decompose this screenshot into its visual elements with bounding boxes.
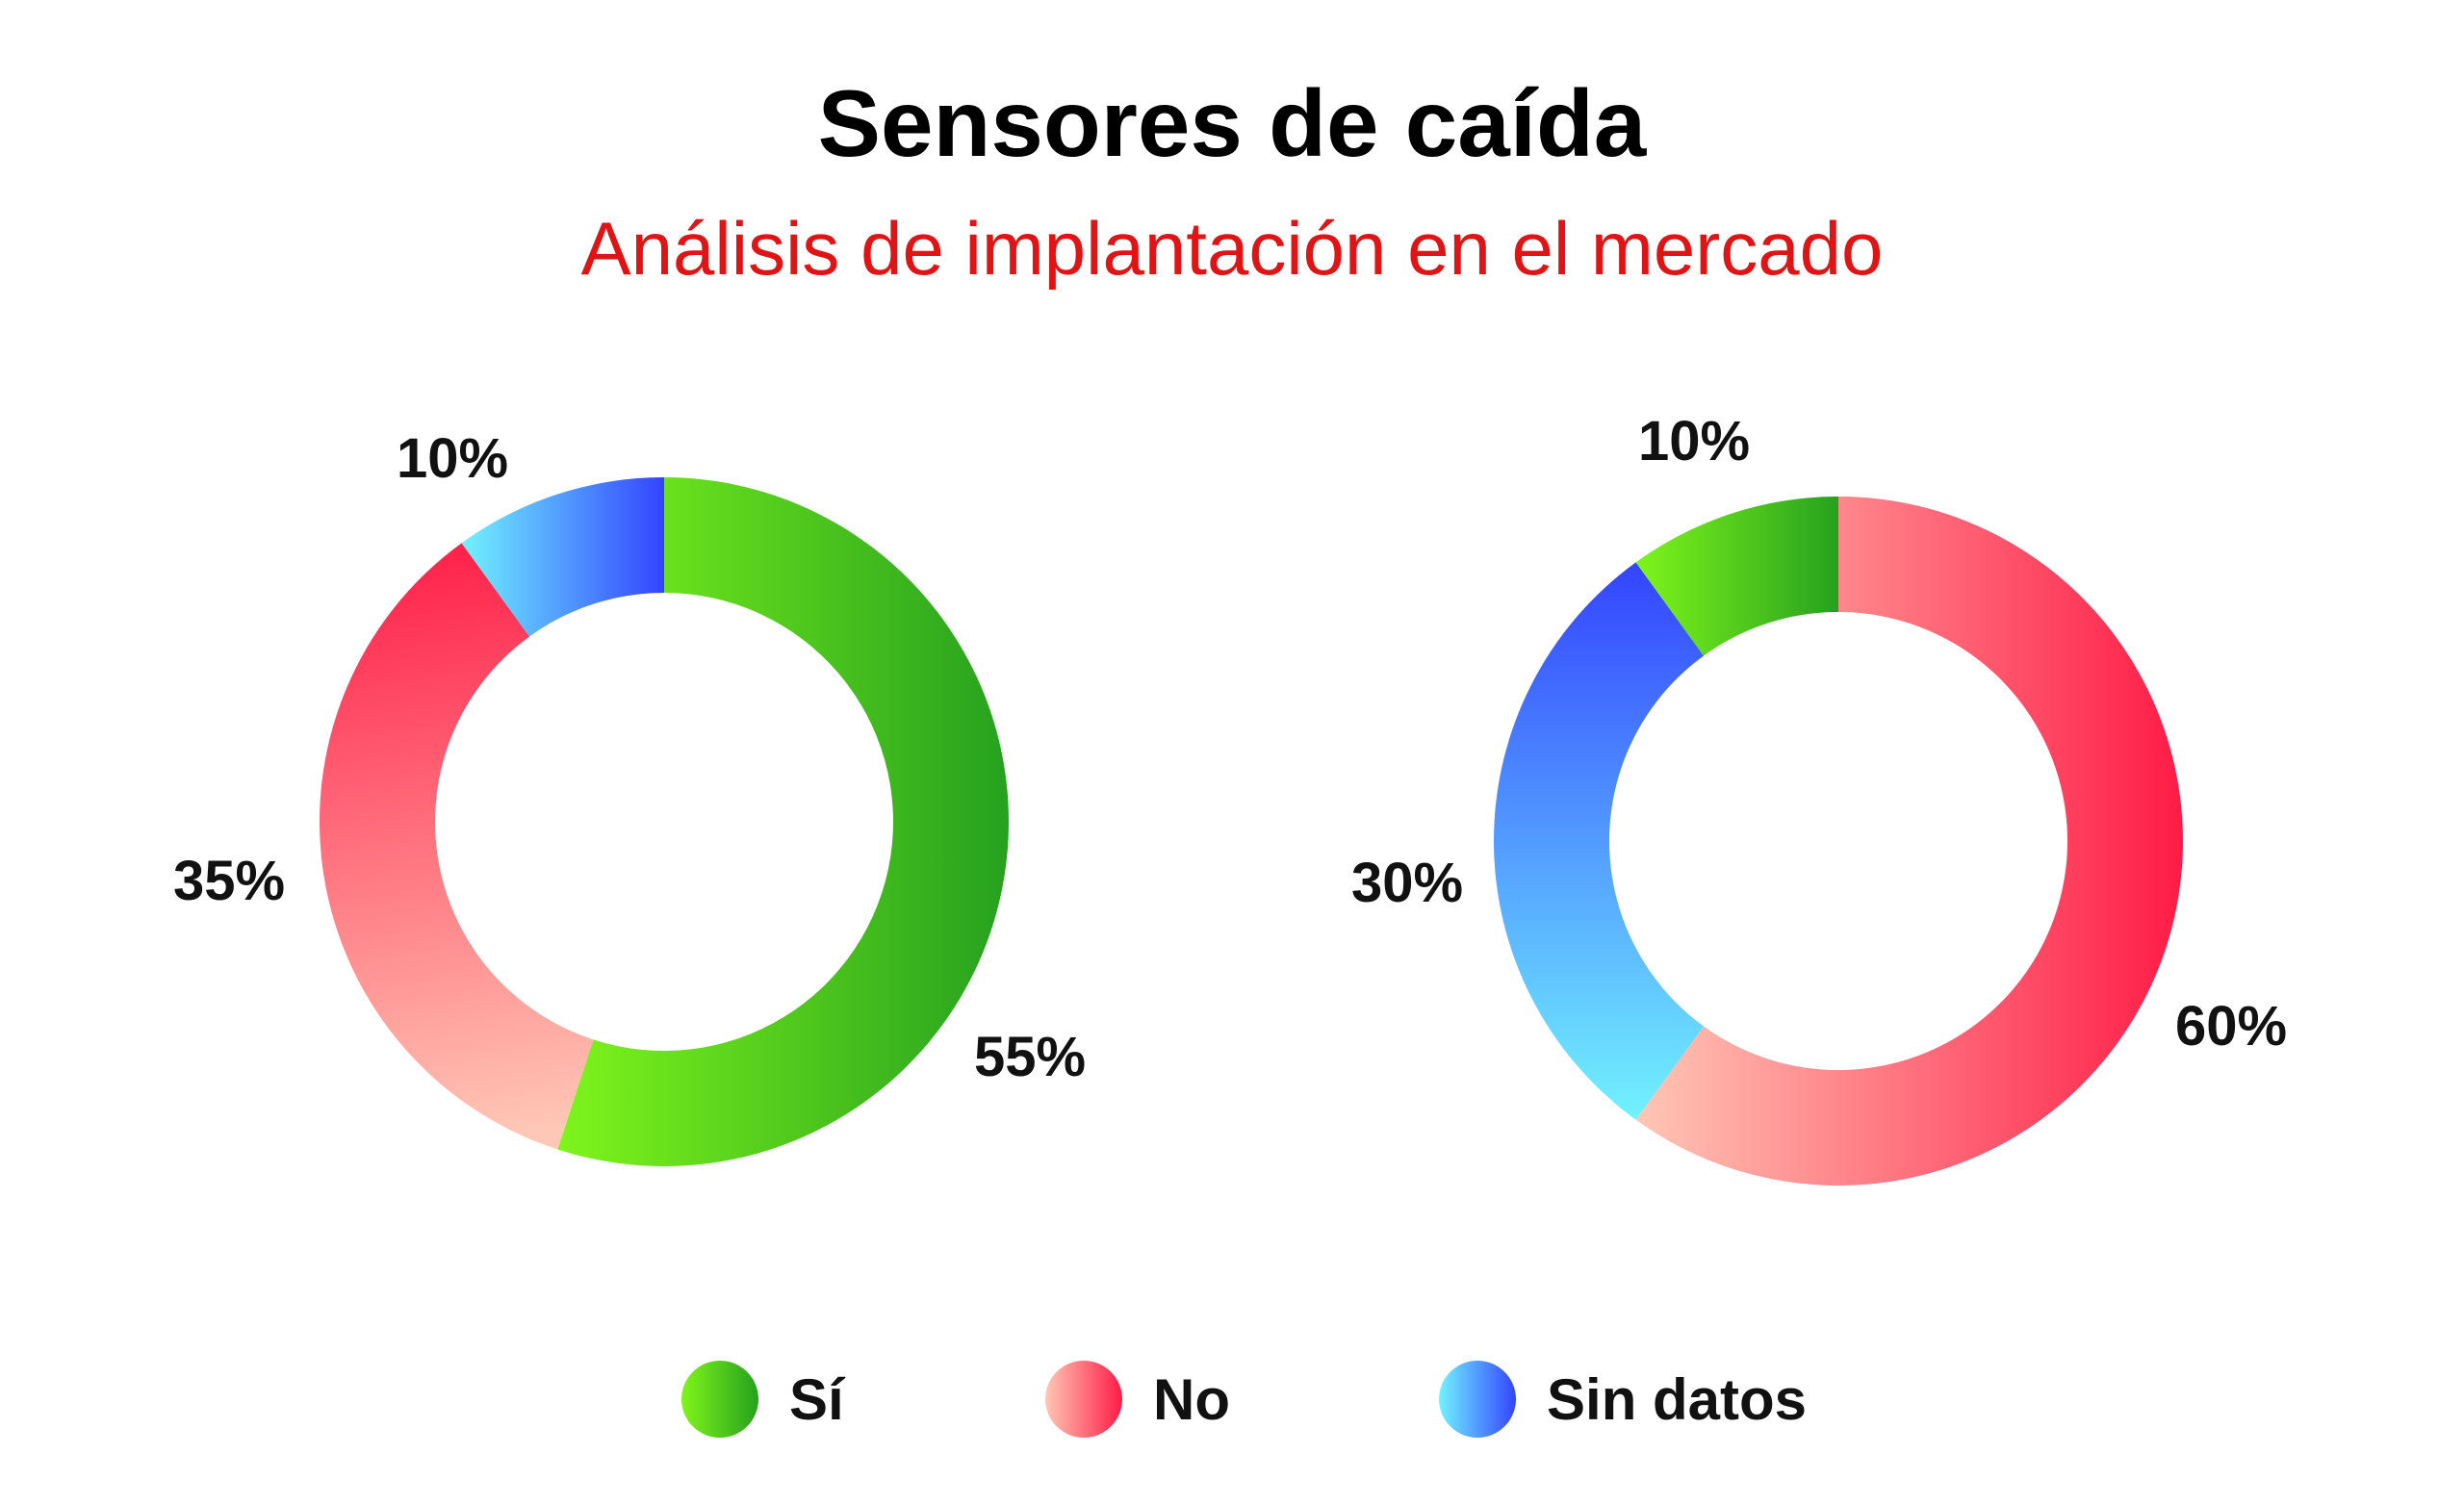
slice-label-no: 35% — [173, 850, 285, 912]
slice-no — [319, 543, 594, 1150]
slice-si — [1635, 497, 1838, 656]
donut-chart-2: 60% 30% 10% — [1351, 410, 2287, 1186]
legend-swatch-si — [681, 1361, 758, 1438]
slice-sin-datos — [461, 477, 664, 637]
slice-no — [1635, 497, 2183, 1186]
slice-label-no: 60% — [2175, 995, 2287, 1058]
legend: Sí No Sin datos — [681, 1361, 1807, 1438]
slice-si — [557, 477, 1009, 1166]
chart-title: Sensores de caída — [818, 70, 1648, 176]
legend-label-sin-datos: Sin datos — [1547, 1367, 1807, 1432]
legend-swatch-no — [1045, 1361, 1122, 1438]
legend-swatch-sin-datos — [1439, 1361, 1516, 1438]
chart-subtitle: Análisis de implantación en el mercado — [581, 206, 1884, 291]
donut-chart-1: 55% 35% 10% — [173, 427, 1086, 1166]
legend-label-si: Sí — [789, 1367, 846, 1432]
slice-sin-datos — [1494, 562, 1705, 1120]
slice-label-si: 55% — [974, 1026, 1086, 1088]
legend-label-no: No — [1153, 1367, 1230, 1432]
slice-label-si: 10% — [1638, 410, 1750, 472]
slice-label-sin-datos: 30% — [1351, 852, 1463, 914]
slice-label-sin-datos: 10% — [397, 427, 508, 490]
